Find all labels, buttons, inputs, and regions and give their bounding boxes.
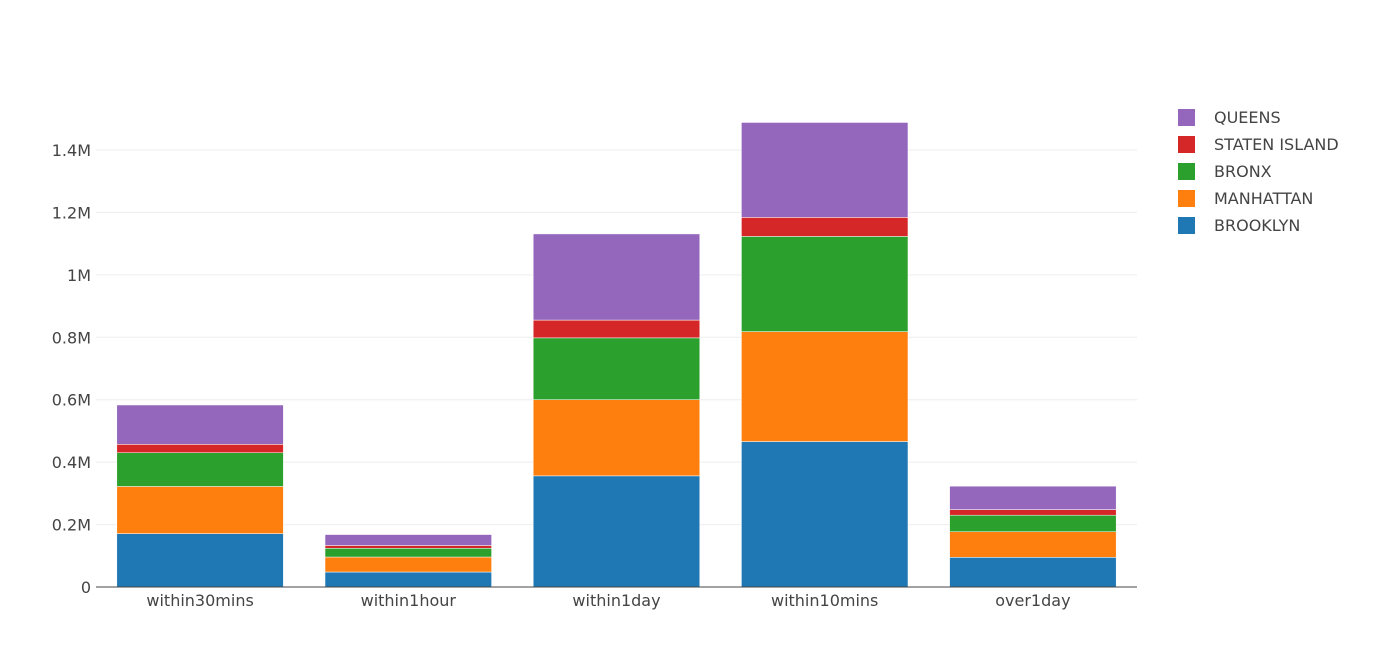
bars	[116, 122, 1117, 588]
bar-queens-within30mins[interactable]	[116, 404, 284, 445]
legend-label: MANHATTAN	[1214, 189, 1313, 208]
x-tick-label: within1hour	[361, 591, 457, 610]
axes: 0 0.2M 0.4M 0.6M 0.8M 1M 1.2M 1.4M within30mins w…	[52, 141, 1137, 610]
bar-manhattan-within1hour[interactable]	[324, 556, 492, 573]
bar-queens-within1hour[interactable]	[324, 534, 492, 546]
legend-swatch	[1178, 163, 1195, 180]
bar-bronx-within10mins[interactable]	[741, 236, 909, 332]
legend-swatch	[1178, 190, 1195, 207]
bar-manhattan-over1day[interactable]	[949, 531, 1117, 558]
bar-queens-within10mins[interactable]	[741, 122, 909, 218]
bar-bronx-within1hour[interactable]	[324, 548, 492, 558]
legend-label: QUEENS	[1214, 108, 1281, 127]
legend-item-brooklyn[interactable]: BROOKLYN	[1178, 216, 1300, 235]
y-tick-label: 0.2M	[52, 516, 91, 535]
y-tick-label: 0	[81, 578, 91, 597]
bar-bronx-over1day[interactable]	[949, 514, 1117, 532]
bar-brooklyn-within1day[interactable]	[532, 475, 701, 588]
legend-swatch	[1178, 109, 1195, 126]
y-tick-label: 0.6M	[52, 391, 91, 410]
bar-staten-island-within30mins[interactable]	[116, 444, 284, 454]
bar-manhattan-within10mins[interactable]	[741, 331, 909, 442]
x-tick-label: within30mins	[146, 591, 253, 610]
legend-label: BRONX	[1214, 162, 1272, 181]
bar-queens-within1day[interactable]	[532, 233, 701, 321]
bar-manhattan-within1day[interactable]	[532, 399, 701, 477]
legend-label: STATEN ISLAND	[1214, 135, 1339, 154]
bar-brooklyn-over1day[interactable]	[949, 557, 1117, 588]
x-tick-label: within10mins	[771, 591, 878, 610]
bar-staten-island-over1day[interactable]	[949, 509, 1117, 516]
y-tick-label: 1.4M	[52, 141, 91, 160]
bar-staten-island-within1hour[interactable]	[324, 545, 492, 549]
x-tick-label: within1day	[572, 591, 660, 610]
legend[interactable]: QUEENS STATEN ISLAND BRONX MANHATTAN BROOKLY…	[1178, 108, 1339, 235]
legend-item-queens[interactable]: QUEENS	[1178, 108, 1281, 127]
bar-staten-island-within10mins[interactable]	[741, 217, 909, 237]
legend-swatch	[1178, 136, 1195, 153]
y-tick-label: 1M	[67, 266, 91, 285]
bar-staten-island-within1day[interactable]	[532, 319, 701, 339]
x-tick-label: over1day	[995, 591, 1070, 610]
legend-item-bronx[interactable]: BRONX	[1178, 162, 1272, 181]
y-tick-label: 0.8M	[52, 328, 91, 347]
legend-label: BROOKLYN	[1214, 216, 1300, 235]
y-tick-label: 0.4M	[52, 453, 91, 472]
bar-brooklyn-within10mins[interactable]	[741, 441, 909, 588]
bar-bronx-within1day[interactable]	[532, 337, 701, 400]
bar-brooklyn-within1hour[interactable]	[324, 571, 492, 588]
legend-item-manhattan[interactable]: MANHATTAN	[1178, 189, 1313, 208]
legend-item-staten-island[interactable]: STATEN ISLAND	[1178, 135, 1339, 154]
y-tick-label: 1.2M	[52, 203, 91, 222]
bar-manhattan-within30mins[interactable]	[116, 486, 284, 534]
legend-swatch	[1178, 217, 1195, 234]
bar-brooklyn-within30mins[interactable]	[116, 533, 284, 588]
bar-bronx-within30mins[interactable]	[116, 452, 284, 487]
bar-queens-over1day[interactable]	[949, 485, 1117, 510]
